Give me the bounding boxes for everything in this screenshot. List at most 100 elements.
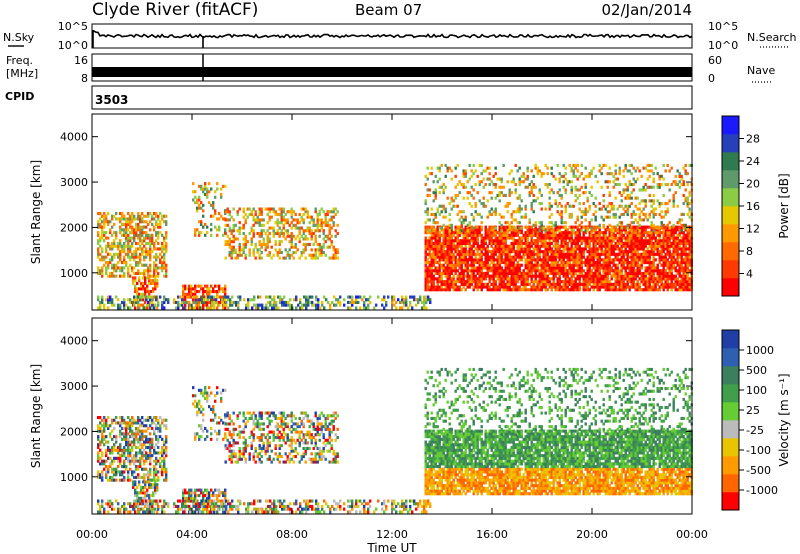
- power-cell: [536, 288, 539, 292]
- power-cell: [155, 255, 158, 259]
- power-cell: [638, 263, 641, 267]
- power-cell: [109, 271, 112, 275]
- power-cell: [328, 245, 331, 249]
- power-cell: [588, 172, 591, 176]
- power-cell: [113, 231, 116, 235]
- power-cell: [444, 244, 447, 248]
- power-cell: [580, 250, 583, 254]
- power-cell: [564, 172, 567, 176]
- power-cell: [428, 288, 431, 292]
- power-cell: [606, 274, 609, 278]
- power-cell: [294, 251, 297, 255]
- power-cell: [316, 229, 319, 233]
- power-cell: [678, 233, 681, 237]
- power-cell: [492, 225, 495, 229]
- power-cell: [502, 288, 505, 292]
- power-cell: [618, 183, 621, 187]
- power-cell: [436, 271, 439, 275]
- power-cell: [550, 271, 553, 275]
- power-cell: [156, 306, 159, 310]
- power-cell: [500, 223, 503, 227]
- power-cell: [544, 282, 547, 286]
- power-cell: [650, 261, 653, 265]
- power-cell: [294, 242, 297, 246]
- power-cell: [490, 207, 493, 211]
- power-cell: [534, 225, 537, 229]
- nsearch-tick-top: 10^5: [708, 20, 738, 33]
- power-cell: [548, 204, 551, 208]
- power-cell: [480, 266, 483, 270]
- power-cell: [568, 282, 571, 286]
- power-cell: [494, 266, 497, 270]
- power-cell: [304, 245, 307, 249]
- power-cell: [117, 252, 120, 256]
- power-cell: [154, 284, 157, 288]
- power-cell: [132, 281, 135, 285]
- power-cell: [674, 239, 677, 243]
- power-cell: [336, 256, 339, 260]
- power-cell: [472, 274, 475, 278]
- power-cell: [323, 295, 326, 299]
- power-cell: [478, 269, 481, 273]
- power-cell: [450, 228, 453, 232]
- power-cell: [480, 236, 483, 240]
- power-cell: [462, 183, 465, 187]
- power-cell: [510, 282, 513, 286]
- power-cell: [614, 247, 617, 251]
- power-cell: [434, 277, 437, 281]
- power-cell: [614, 280, 617, 284]
- power-cell: [486, 271, 489, 275]
- power-cell: [318, 210, 321, 214]
- power-cell: [143, 225, 146, 229]
- power-cell: [257, 295, 260, 299]
- power-cell: [131, 236, 134, 240]
- power-cell: [604, 263, 607, 267]
- power-cell: [570, 204, 573, 208]
- power-cell: [464, 233, 467, 237]
- power-cell: [332, 210, 335, 214]
- power-cell: [582, 191, 585, 195]
- power-cell: [546, 236, 549, 240]
- power-cell: [233, 300, 236, 304]
- power-cell: [666, 225, 669, 229]
- power-cell: [464, 169, 467, 173]
- power-cell: [534, 263, 537, 267]
- power-cell: [131, 225, 134, 229]
- power-cell: [113, 214, 116, 218]
- power-cell: [544, 239, 547, 243]
- power-cell: [123, 214, 126, 218]
- power-cell: [472, 269, 475, 273]
- power-cell: [508, 223, 511, 227]
- power-cell: [330, 234, 333, 238]
- power-cell: [165, 241, 168, 245]
- power-cell: [430, 277, 433, 281]
- power-cell: [428, 188, 431, 192]
- power-cell: [654, 282, 657, 286]
- power-cell: [582, 285, 585, 289]
- power-cell: [612, 271, 615, 275]
- power-cell: [534, 269, 537, 273]
- power-cell: [514, 218, 517, 222]
- power-cell: [454, 258, 457, 262]
- power-cell: [546, 252, 549, 256]
- power-cell: [590, 274, 593, 278]
- power-cell: [536, 196, 539, 200]
- power-cell: [482, 274, 485, 278]
- power-cell: [556, 288, 559, 292]
- power-cell: [121, 217, 124, 221]
- power-cell: [424, 202, 427, 206]
- power-cell: [440, 241, 443, 245]
- power-cell: [452, 241, 455, 245]
- power-cell: [630, 258, 633, 262]
- power-cell: [560, 258, 563, 262]
- power-cell: [438, 239, 441, 243]
- power-cell: [566, 288, 569, 292]
- power-cell: [444, 280, 447, 284]
- power-cell: [260, 245, 263, 249]
- power-cell: [448, 241, 451, 245]
- power-cell: [612, 269, 615, 273]
- power-cell: [688, 247, 691, 251]
- power-cell: [129, 247, 132, 251]
- power-cell: [442, 204, 445, 208]
- power-cell: [634, 282, 637, 286]
